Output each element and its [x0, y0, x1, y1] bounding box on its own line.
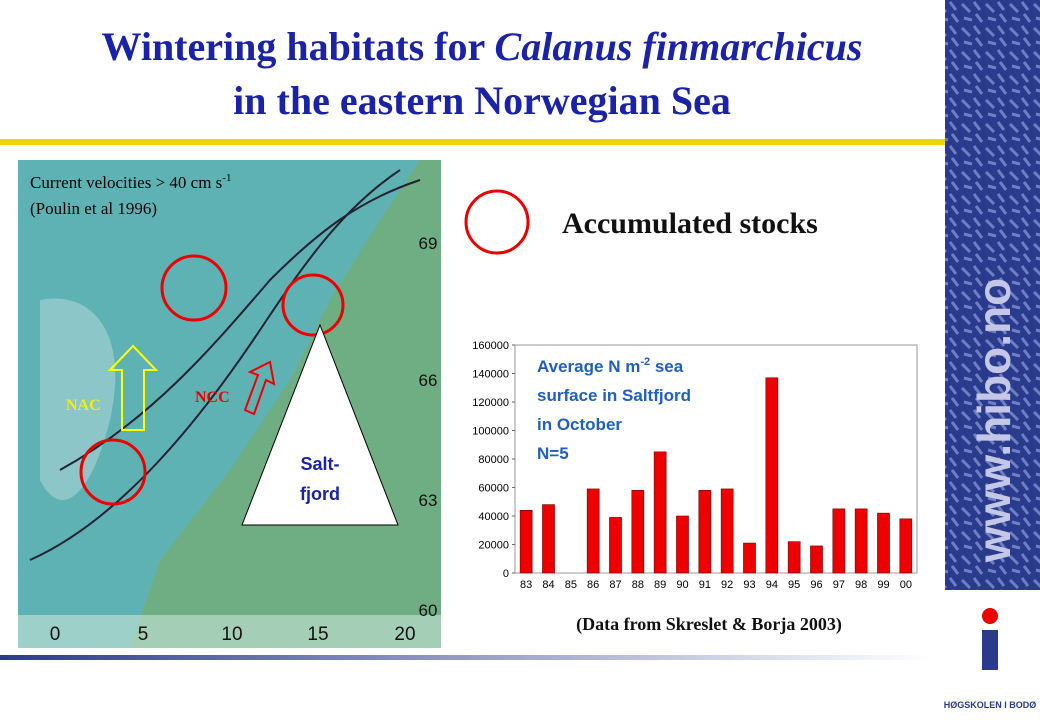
- bar: [810, 545, 823, 574]
- x-tick-label: 95: [788, 579, 800, 591]
- y-tick-label: 40000: [478, 511, 509, 523]
- map-lat-label: 69: [419, 234, 438, 253]
- map-source-text: Current velocities > 40 cm s: [30, 173, 222, 192]
- bar: [586, 488, 600, 574]
- bar: [720, 488, 734, 574]
- chart-source: (Data from Skreslet & Borja 2003): [576, 614, 842, 635]
- saltfjord-triangle: [241, 323, 399, 526]
- map-current: [29, 169, 401, 561]
- saltfjord-label: fjord: [300, 484, 340, 504]
- map-lon-label: 0: [50, 624, 61, 645]
- map-lon-label: 10: [221, 624, 242, 645]
- x-tick-label: 00: [900, 579, 912, 591]
- legend-label: Accumulated stocks: [562, 207, 818, 240]
- title-text: Wintering habitats for: [102, 24, 495, 69]
- map-lon-label: 20: [394, 624, 415, 645]
- x-tick-label: 94: [766, 579, 778, 591]
- map-lon-label: 15: [307, 624, 328, 645]
- x-tick-label: 92: [721, 579, 733, 591]
- annotation-exp: -2: [640, 356, 650, 368]
- bar: [676, 515, 689, 574]
- legend-circle: [464, 189, 530, 255]
- bar: [653, 451, 667, 574]
- bar: [787, 541, 801, 574]
- map-current: [59, 179, 421, 471]
- x-tick-label: 85: [565, 579, 577, 591]
- bar: [765, 377, 779, 574]
- title-rule: [0, 139, 945, 145]
- x-tick-label: 87: [609, 579, 621, 591]
- logo: HØGSKOLEN I BODØ: [944, 608, 1037, 710]
- map-shelf: [40, 298, 116, 500]
- logo-text: HØGSKOLEN I BODØ: [944, 700, 1037, 710]
- footer-rule: [0, 655, 930, 660]
- bar: [832, 508, 846, 574]
- x-tick-label: 93: [743, 579, 755, 591]
- annotation-line: Average N m-2 sea: [537, 356, 684, 376]
- x-tick-label: 84: [542, 579, 554, 591]
- title-italic: Calanus finmarchicus: [495, 24, 863, 69]
- x-tick-label: 99: [877, 579, 889, 591]
- bar: [631, 490, 645, 574]
- annotation-text: Average N m: [537, 357, 640, 376]
- side-url: www.hibo.no: [968, 278, 1020, 563]
- x-tick-label: 98: [855, 579, 867, 591]
- x-tick-label: 86: [587, 579, 599, 591]
- map-source: Current velocities > 40 cm s-1: [30, 172, 231, 192]
- nac-label: NAC: [66, 397, 101, 414]
- map-circle: [160, 254, 228, 322]
- title: in the eastern Norwegian Sea: [233, 78, 731, 123]
- map-lat-label: 66: [419, 371, 438, 390]
- map-lat-label: 60: [419, 601, 438, 620]
- y-tick-label: 140000: [472, 369, 509, 381]
- nac-arrow: [107, 344, 159, 431]
- x-tick-label: 91: [699, 579, 711, 591]
- saltfjord-label: Salt-: [300, 454, 339, 474]
- title: Wintering habitats for Calanus finmarchi…: [102, 24, 863, 69]
- y-tick-label: 160000: [472, 340, 509, 352]
- x-tick-label: 97: [833, 579, 845, 591]
- y-tick-label: 100000: [472, 426, 509, 438]
- bar: [609, 517, 622, 574]
- x-tick-label: 83: [520, 579, 532, 591]
- y-tick-label: 60000: [478, 483, 509, 495]
- bar: [542, 504, 555, 574]
- map-source-exp: -1: [222, 172, 231, 184]
- map: NAC NCC Salt- fjord Current velocities >…: [18, 160, 441, 648]
- bar: [698, 490, 712, 574]
- map-land: [130, 160, 441, 648]
- logo-dot: [982, 608, 998, 624]
- annotation-line: in October: [537, 415, 622, 434]
- y-tick-label: 20000: [478, 540, 509, 552]
- bar: [743, 542, 756, 574]
- map-circle: [79, 438, 147, 506]
- map-lat-label: 63: [419, 491, 438, 510]
- map-lon-label: 5: [138, 624, 149, 645]
- bar: [854, 508, 868, 574]
- ncc-arrow: [243, 360, 276, 416]
- map-circle: [281, 273, 345, 337]
- y-tick-label: 80000: [478, 454, 509, 466]
- bar: [899, 518, 913, 574]
- annotation-line: N=5: [537, 444, 569, 463]
- x-tick-label: 89: [654, 579, 666, 591]
- x-tick-label: 90: [676, 579, 688, 591]
- chart-annotation: Average N m-2 sea surface in Saltfjord i…: [537, 356, 691, 463]
- y-tick-label: 120000: [472, 397, 509, 409]
- map-axis-band: [18, 615, 441, 648]
- ncc-label: NCC: [195, 389, 230, 406]
- bar: [877, 512, 890, 574]
- map-source: (Poulin et al 1996): [30, 199, 157, 218]
- chart-panel: [463, 325, 927, 610]
- side-band: [945, 0, 1040, 590]
- annotation-line: surface in Saltfjord: [537, 386, 691, 405]
- x-tick-label: 96: [810, 579, 822, 591]
- x-tick-label: 88: [632, 579, 644, 591]
- bar: [519, 509, 533, 574]
- annotation-text: sea: [650, 357, 684, 376]
- y-tick-label: 0: [503, 568, 509, 580]
- logo-bar: [982, 630, 998, 670]
